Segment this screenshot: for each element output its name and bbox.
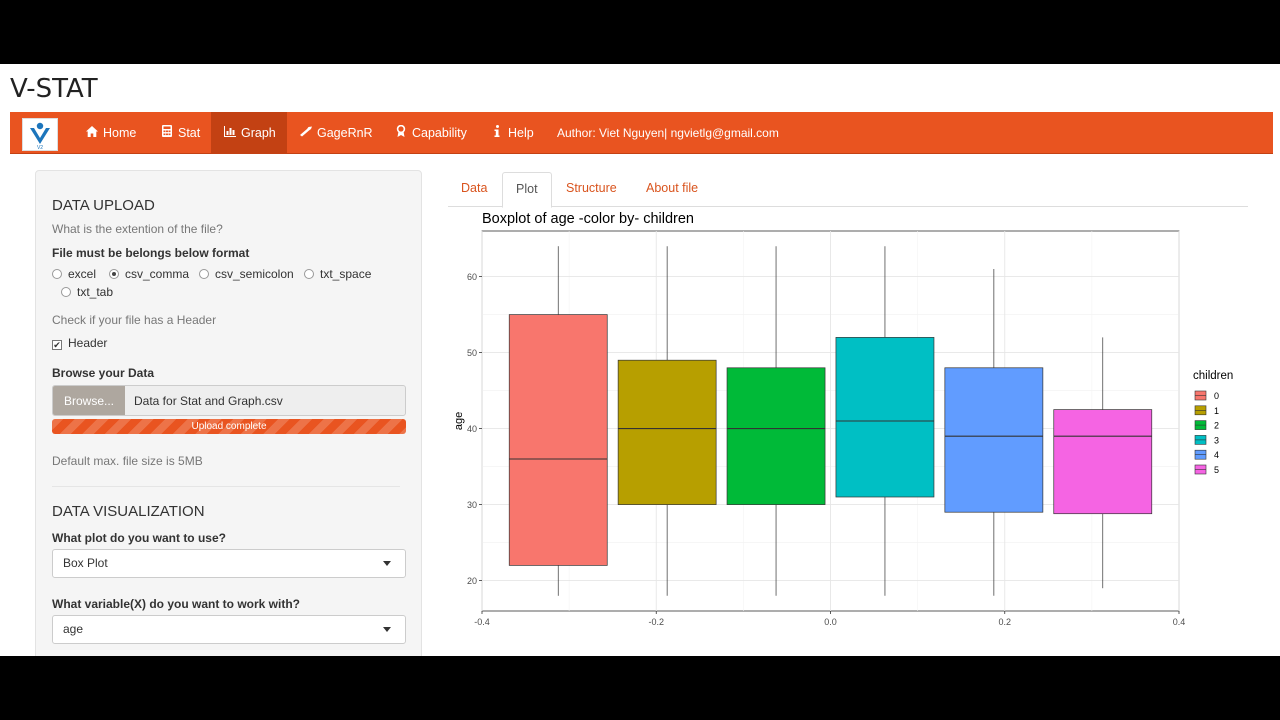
y-tick-label: 40	[467, 424, 477, 434]
boxplot-chart: Boxplot of age -color by- children 20304…	[453, 211, 1233, 626]
radio-label: csv_comma	[125, 267, 190, 281]
chevron-down-icon	[383, 627, 391, 632]
tab-bar: Data Plot Structure About file	[448, 172, 1248, 208]
nav-stat-label: Stat	[178, 126, 201, 140]
radio-txt-tab[interactable]: txt_tab	[61, 285, 113, 299]
radio-txt-space[interactable]: txt_space	[304, 267, 371, 281]
radio-excel[interactable]: excel	[52, 267, 96, 281]
divider	[52, 486, 400, 487]
calculator-icon	[160, 112, 174, 154]
x-tick-label: 0.2	[998, 617, 1011, 626]
plot-type-value: Box Plot	[63, 556, 108, 570]
nav-graph-label: Graph	[241, 126, 276, 140]
radio-circle-selected[interactable]	[109, 269, 119, 279]
box-children-5	[1053, 409, 1153, 515]
variable-question: What variable(X) do you want to work wit…	[52, 597, 301, 611]
y-tick-label: 30	[467, 500, 477, 510]
radio-circle[interactable]	[52, 269, 62, 279]
x-tick-label: -0.4	[474, 617, 490, 626]
x-tick-label: -0.2	[648, 617, 664, 626]
wrench-icon	[299, 112, 313, 154]
legend-label: 5	[1214, 465, 1219, 475]
header-help: Check if your file has a Header	[52, 313, 217, 327]
legend-label: 0	[1214, 391, 1219, 401]
app-title: V-STAT	[10, 74, 98, 104]
box-children-1	[617, 359, 717, 505]
box-children-0	[508, 314, 608, 566]
radio-circle[interactable]	[304, 269, 314, 279]
nav-home-label: Home	[103, 126, 137, 140]
browse-button[interactable]: Browse...	[53, 386, 125, 415]
box-children-3	[835, 337, 935, 498]
nav-gagernr[interactable]: GageRnR	[287, 112, 385, 154]
header-checkbox[interactable]: ✔ Header	[52, 336, 107, 350]
nav-gagernr-label: GageRnR	[317, 126, 373, 140]
radio-label: csv_semicolon	[215, 267, 294, 281]
chart-title: Boxplot of age -color by- children	[482, 211, 694, 227]
navbar: V2 Home Stat Graph GageRnR Capab	[10, 112, 1273, 154]
file-name-field[interactable]: Data for Stat and Graph.csv	[134, 394, 283, 408]
bar-chart-icon	[223, 112, 237, 154]
tab-data[interactable]: Data	[461, 181, 488, 195]
radio-label: txt_tab	[77, 285, 114, 299]
box-children-2	[726, 367, 826, 505]
viz-heading: DATA VISUALIZATION	[52, 503, 205, 520]
box-children-4	[944, 367, 1044, 513]
variable-value: age	[63, 622, 84, 636]
upload-heading: DATA UPLOAD	[52, 197, 155, 214]
y-axis-label: age	[453, 412, 465, 430]
x-tick-label: 0.0	[824, 617, 837, 626]
browse-label: Browse your Data	[52, 366, 155, 380]
legend-title: children	[1193, 370, 1233, 382]
logo[interactable]: V2	[22, 118, 58, 151]
nav-stat[interactable]: Stat	[148, 112, 212, 154]
legend-label: 1	[1214, 406, 1219, 416]
radio-circle[interactable]	[61, 287, 71, 297]
upload-status: Upload complete	[191, 421, 267, 432]
plot-type-select[interactable]: Box Plot	[52, 549, 406, 578]
award-icon	[394, 112, 408, 154]
max-size-note: Default max. file size is 5MB	[52, 454, 203, 468]
tab-plot[interactable]: Plot	[502, 172, 552, 208]
legend-label: 3	[1214, 435, 1219, 445]
nav-capability[interactable]: Capability	[382, 112, 479, 154]
format-label: File must be belongs below format	[52, 246, 250, 260]
legend: children 0 1 2 3 4 5	[1193, 370, 1233, 475]
plot-question: What plot do you want to use?	[52, 531, 226, 545]
header-checkbox-label: Header	[68, 336, 108, 350]
variable-select[interactable]: age	[52, 615, 406, 644]
radio-label: txt_space	[320, 267, 372, 281]
tab-structure[interactable]: Structure	[566, 181, 617, 195]
legend-label: 4	[1214, 450, 1219, 460]
extension-question: What is the extention of the file?	[52, 222, 223, 236]
radio-label: excel	[68, 267, 97, 281]
legend-label: 2	[1214, 421, 1219, 431]
radio-csv-comma[interactable]: csv_comma	[109, 267, 189, 281]
tab-about-file[interactable]: About file	[646, 181, 699, 195]
nav-help-label: Help	[508, 126, 534, 140]
file-input[interactable]: Browse... Data for Stat and Graph.csv	[52, 385, 406, 416]
logo-text: V2	[37, 145, 43, 150]
upload-progress-bar: Upload complete	[52, 419, 406, 434]
nav-graph[interactable]: Graph	[211, 112, 287, 154]
home-icon	[85, 112, 99, 154]
nav-capability-label: Capability	[412, 126, 467, 140]
y-tick-label: 60	[467, 272, 477, 282]
y-tick-label: 50	[467, 348, 477, 358]
nav-author: Author: Viet Nguyen| ngvietlg@gmail.com	[557, 126, 779, 140]
app-window: V-STAT V2 Home Stat Graph	[0, 64, 1280, 656]
radio-circle[interactable]	[199, 269, 209, 279]
y-tick-label: 20	[467, 576, 477, 586]
checkbox-checked-icon[interactable]: ✔	[52, 340, 62, 350]
nav-help[interactable]: Help	[478, 112, 546, 154]
radio-csv-semicolon[interactable]: csv_semicolon	[199, 267, 294, 281]
x-tick-label: 0.4	[1173, 617, 1186, 626]
sidebar-panel: DATA UPLOAD What is the extention of the…	[35, 170, 422, 656]
chevron-down-icon	[383, 561, 391, 566]
info-icon	[490, 112, 504, 154]
nav-home[interactable]: Home	[73, 112, 148, 154]
